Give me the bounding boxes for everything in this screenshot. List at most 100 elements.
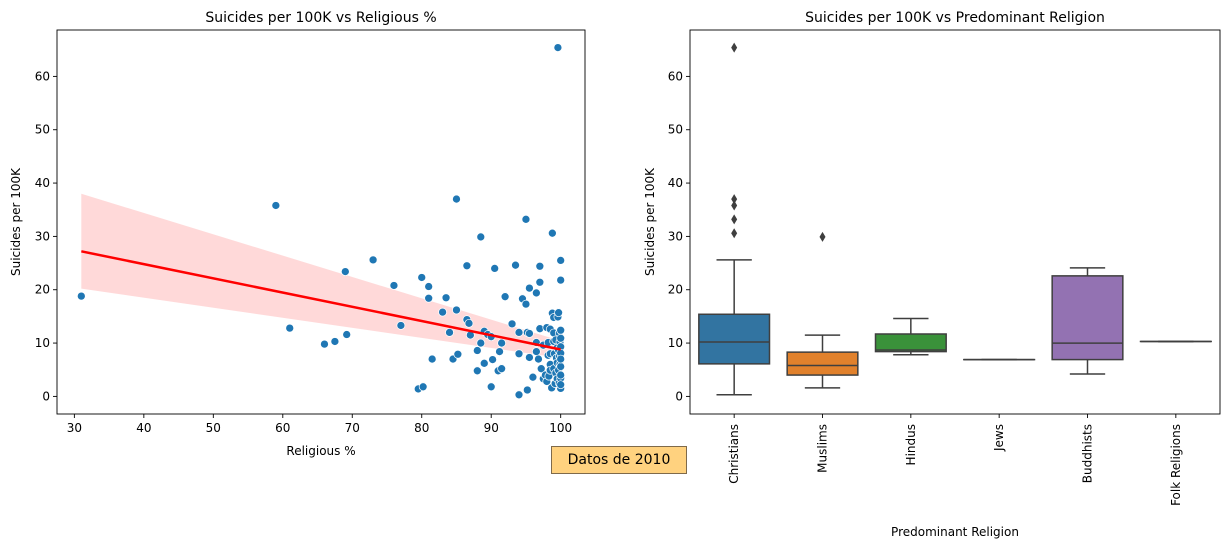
- y-tick-label: 20: [35, 283, 50, 297]
- y-tick-label: 20: [668, 283, 683, 297]
- scatter-point: [507, 319, 517, 329]
- x-tick-label: 30: [67, 421, 82, 435]
- scatter-point: [514, 328, 524, 337]
- x-tick-label: Buddhists: [1081, 424, 1095, 483]
- scatter-point: [472, 346, 482, 355]
- scatter-point: [521, 214, 531, 224]
- boxplot-axes-frame: [689, 29, 1221, 415]
- scatter-point: [330, 337, 340, 346]
- iqr-box: [786, 351, 859, 376]
- scatter-point: [285, 323, 295, 333]
- x-tick-label: Folk Religions: [1169, 424, 1183, 506]
- scatter-point: [556, 354, 566, 364]
- scatter-point: [490, 264, 500, 273]
- scatter-point: [511, 260, 520, 270]
- y-tick-label: 50: [668, 123, 683, 137]
- scatter-point: [445, 328, 454, 337]
- scatter-x-label: Religious %: [286, 444, 355, 458]
- scatter-point: [271, 201, 281, 210]
- y-tick-label: 40: [668, 176, 683, 190]
- x-tick-label: 80: [414, 421, 429, 435]
- outlier-point: [731, 228, 738, 239]
- scatter-point: [342, 330, 352, 339]
- scatter-point: [441, 293, 451, 303]
- x-tick-label: 50: [206, 421, 221, 435]
- outlier-point: [731, 200, 738, 211]
- y-tick-label: 0: [42, 389, 50, 403]
- scatter-point: [532, 347, 541, 356]
- scatter-point: [368, 255, 378, 265]
- scatter-point: [525, 329, 534, 338]
- scatter-point: [389, 281, 399, 290]
- outlier-point: [731, 214, 738, 225]
- iqr-box: [874, 333, 947, 353]
- y-tick-label: 50: [35, 123, 50, 137]
- scatter-y-ticks: 0 10 20 30 40 50 60: [35, 69, 57, 403]
- scatter-point: [479, 358, 489, 368]
- scatter-point: [476, 232, 486, 242]
- scatter-point: [532, 288, 541, 298]
- scatter-point: [535, 277, 545, 287]
- boxplot-plot-area: [698, 42, 1212, 396]
- x-tick-label: 40: [136, 421, 151, 435]
- scatter-point: [556, 370, 566, 380]
- scatter-point: [556, 333, 566, 343]
- scatter-x-ticks: 30 40 50 60 70 80 90 100: [67, 414, 572, 435]
- scatter-point: [500, 292, 510, 302]
- boxplot-x-ticks: Christians Muslims Hindus Jews Buddhists Folk…: [727, 414, 1183, 506]
- scatter-point: [525, 353, 534, 362]
- data-year-note: Datos de 2010: [551, 446, 687, 474]
- scatter-point: [556, 256, 566, 265]
- outlier-point: [819, 231, 826, 242]
- scatter-point: [340, 267, 350, 276]
- scatter-point: [424, 282, 434, 291]
- boxplot-title: Suicides per 100K vs Predominant Religio…: [805, 10, 1105, 26]
- scatter-point: [534, 354, 543, 364]
- boxplot-panel: Suicides per 100K vs Predominant Religio…: [643, 10, 1221, 539]
- scatter-point: [547, 228, 557, 238]
- scatter-point: [522, 385, 532, 395]
- scatter-point: [514, 390, 524, 400]
- scatter-point: [418, 382, 428, 392]
- scatter-point: [497, 338, 506, 348]
- box-buddhists: [1051, 267, 1124, 375]
- scatter-point: [438, 307, 447, 317]
- boxplot-y-ticks: 0 10 20 30 40 50 60: [668, 69, 690, 403]
- regression-line: [81, 250, 561, 351]
- box-hindus: [874, 317, 947, 356]
- scatter-point: [417, 273, 427, 282]
- x-tick-label: 70: [345, 421, 360, 435]
- scatter-point: [514, 349, 524, 359]
- scatter-point: [396, 321, 406, 330]
- scatter-point: [486, 382, 496, 392]
- y-tick-label: 60: [35, 69, 50, 83]
- scatter-point: [427, 354, 437, 364]
- scatter-point: [76, 291, 86, 301]
- scatter-panel: Suicides per 100K vs Religious % 30 40 50 6…: [9, 10, 586, 458]
- outlier-point: [731, 194, 738, 205]
- scatter-point: [535, 261, 545, 271]
- y-tick-label: 10: [668, 336, 683, 350]
- scatter-axes-frame: [56, 29, 586, 415]
- scatter-point: [320, 339, 329, 349]
- scatter-point: [464, 318, 474, 328]
- scatter-point: [554, 308, 563, 318]
- x-tick-label: 60: [275, 421, 290, 435]
- scatter-point: [556, 275, 566, 285]
- y-tick-label: 0: [675, 389, 683, 403]
- y-tick-label: 10: [35, 336, 50, 350]
- x-tick-label: Hindus: [904, 424, 918, 465]
- scatter-point: [452, 194, 461, 204]
- confidence-band: [81, 193, 561, 358]
- x-tick-label: Christians: [727, 424, 741, 484]
- scatter-point: [556, 325, 566, 335]
- outlier-point: [731, 42, 738, 53]
- y-tick-label: 60: [668, 69, 683, 83]
- scatter-point: [497, 364, 506, 374]
- boxplot-x-label: Predominant Religion: [891, 525, 1019, 539]
- y-tick-label: 30: [668, 229, 683, 243]
- scatter-point: [452, 305, 461, 315]
- x-tick-label: 90: [484, 421, 499, 435]
- boxplot-y-label: Suicides per 100K: [643, 167, 657, 276]
- scatter-plot-area: [76, 43, 566, 400]
